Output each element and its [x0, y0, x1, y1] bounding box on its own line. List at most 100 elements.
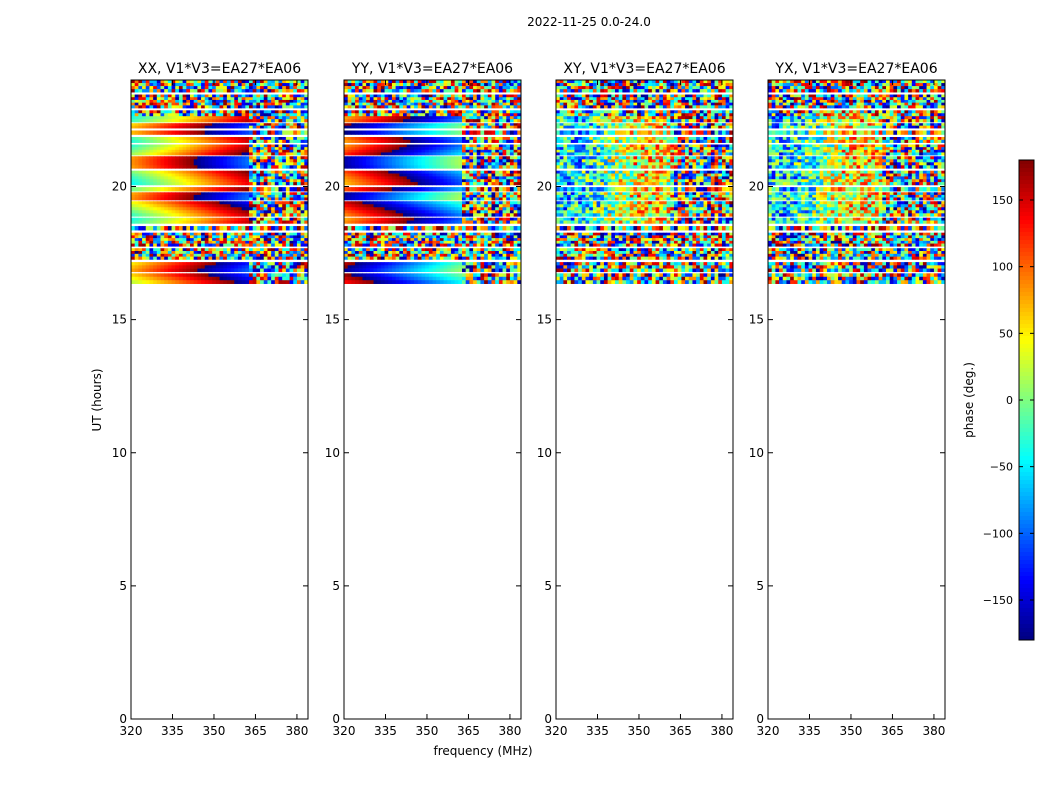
heatmap-cell	[149, 147, 154, 151]
heatmap-cell	[406, 173, 411, 177]
heatmap-cell	[260, 207, 265, 211]
heatmap-cell	[178, 232, 184, 236]
heatmap-cell	[450, 123, 456, 126]
heatmap-cell	[241, 119, 246, 123]
heatmap-cell	[278, 213, 283, 217]
heatmap-cell	[469, 256, 474, 260]
heatmap-cell	[197, 238, 202, 242]
heatmap-cell	[260, 235, 265, 239]
heatmap-cell	[417, 268, 422, 273]
heatmap-cell	[425, 240, 430, 244]
heatmap-cell	[267, 238, 272, 242]
heatmap-cell	[406, 182, 411, 186]
heatmap-cell	[502, 207, 507, 211]
heatmap-cell	[454, 251, 459, 255]
heatmap-cell	[410, 173, 415, 177]
heatmap-cell	[517, 130, 522, 135]
heatmap-cell	[131, 159, 136, 163]
heatmap-cell	[289, 144, 294, 148]
heatmap-cell	[517, 232, 522, 236]
heatmap-cell	[186, 187, 191, 192]
heatmap-cell	[406, 165, 411, 169]
heatmap-cell	[252, 80, 257, 84]
heatmap-cell	[237, 94, 243, 98]
heatmap-cell	[473, 149, 478, 153]
heatmap-cell	[156, 116, 161, 120]
heatmap-cell	[215, 262, 220, 266]
heatmap-cell	[506, 226, 511, 231]
heatmap-cell	[289, 105, 294, 109]
heatmap-cell	[293, 113, 298, 117]
heatmap-cell	[344, 253, 349, 257]
heatmap-cell	[450, 176, 456, 180]
heatmap-cell	[260, 194, 265, 198]
heatmap-cell	[237, 262, 243, 266]
heatmap-cell	[234, 130, 239, 135]
heatmap-cell	[351, 192, 356, 196]
heatmap-cell	[347, 125, 352, 129]
heatmap-cell	[428, 213, 433, 217]
heatmap-cell	[164, 256, 169, 260]
heatmap-cell	[432, 240, 437, 244]
heatmap-cell	[399, 201, 404, 205]
heatmap-cell	[249, 179, 254, 183]
heatmap-cell	[293, 170, 298, 174]
heatmap-cell	[517, 243, 522, 247]
heatmap-cell	[223, 102, 228, 106]
heatmap-cell	[421, 253, 426, 257]
heatmap-cell	[249, 232, 254, 236]
heatmap-cell	[502, 170, 507, 174]
heatmap-cell	[274, 276, 279, 281]
heatmap-cell	[245, 94, 250, 98]
heatmap-cell	[167, 139, 172, 143]
heatmap-cell	[212, 176, 217, 180]
heatmap-cell	[502, 213, 507, 217]
heatmap-cell	[149, 201, 154, 205]
heatmap-cell	[454, 192, 459, 196]
heatmap-cell	[197, 256, 202, 260]
heatmap-cell	[476, 248, 481, 252]
heatmap-cell	[138, 182, 143, 186]
heatmap-cell	[373, 235, 378, 239]
heatmap-cell	[428, 207, 433, 211]
heatmap-cell	[432, 265, 437, 269]
heatmap-cell	[226, 240, 231, 244]
heatmap-cell	[355, 238, 360, 242]
heatmap-cell	[300, 97, 305, 101]
heatmap-cell	[260, 130, 265, 135]
heatmap-cell	[212, 187, 217, 192]
heatmap-cell	[421, 220, 426, 224]
heatmap-cell	[223, 94, 228, 98]
heatmap-cell	[296, 113, 302, 117]
heatmap-cell	[190, 113, 195, 117]
heatmap-cell	[190, 253, 195, 257]
heatmap-cell	[263, 123, 268, 126]
heatmap-cell	[428, 220, 433, 224]
heatmap-cell	[271, 248, 276, 252]
heatmap-cell	[476, 137, 481, 141]
heatmap-cell	[391, 187, 397, 192]
heatmap-cell	[428, 232, 433, 236]
heatmap-cell	[175, 273, 180, 278]
heatmap-cell	[138, 243, 143, 247]
heatmap-cell	[462, 207, 467, 211]
heatmap-cell	[215, 170, 220, 174]
heatmap-cell	[204, 256, 209, 260]
heatmap-cell	[131, 110, 136, 114]
heatmap-cell	[134, 192, 139, 196]
heatmap-cell	[465, 159, 470, 163]
heatmap-cell	[278, 248, 283, 252]
heatmap-cell	[234, 139, 239, 143]
heatmap-cell	[447, 226, 452, 231]
heatmap-cell	[403, 149, 408, 153]
heatmap-cell	[447, 273, 452, 278]
heatmap-cell	[425, 182, 430, 186]
heatmap-cell	[447, 125, 452, 129]
heatmap-cell	[223, 204, 228, 208]
heatmap-cell	[190, 139, 195, 143]
heatmap-cell	[355, 192, 360, 196]
heatmap-cell	[171, 243, 176, 247]
heatmap-cell	[160, 102, 165, 106]
heatmap-cell	[428, 162, 433, 166]
heatmap-cell	[278, 253, 283, 257]
